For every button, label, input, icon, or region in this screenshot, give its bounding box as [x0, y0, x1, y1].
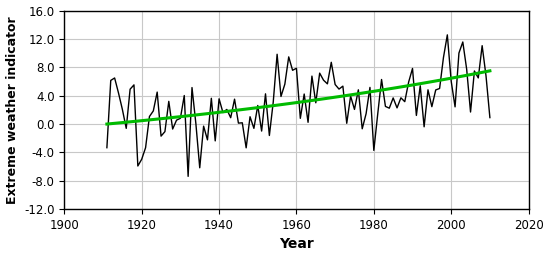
- X-axis label: Year: Year: [279, 237, 314, 251]
- Y-axis label: Extreme weather indicator: Extreme weather indicator: [5, 16, 19, 204]
